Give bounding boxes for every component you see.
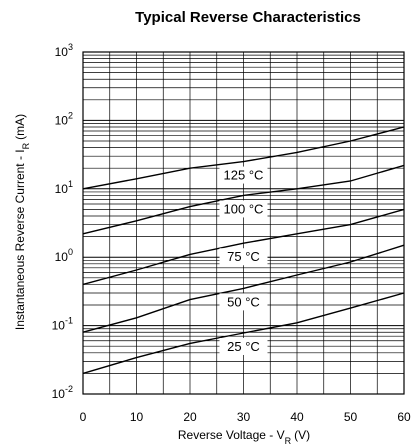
y-tick-exp: 1 bbox=[68, 179, 73, 189]
series-line bbox=[82, 292, 405, 375]
y-axis-label: Instantaneous Reverse Current - IR (mA) bbox=[13, 114, 31, 330]
y-tick-base: 10 bbox=[55, 113, 69, 127]
y-tick-base: 10 bbox=[55, 45, 69, 59]
x-axis-label-sub: R bbox=[285, 436, 292, 444]
x-tick-label: 10 bbox=[130, 410, 144, 424]
y-tick-exp: -2 bbox=[65, 384, 73, 394]
x-tick-label: 50 bbox=[344, 410, 358, 424]
series-line bbox=[82, 164, 405, 235]
curve-label: 125 °C bbox=[219, 166, 268, 184]
y-axis-label-text: Instantaneous Reverse Current - I bbox=[13, 149, 27, 330]
curve-labels: 125 °C 100 °C 75 °C 50 °C 25 °C bbox=[219, 166, 268, 355]
curve-label: 100 °C bbox=[219, 200, 268, 218]
x-tick-label: 0 bbox=[80, 410, 87, 424]
curve-label-bg bbox=[219, 337, 268, 355]
y-tick-exp: -1 bbox=[65, 316, 73, 326]
y-tick-base: 10 bbox=[55, 250, 69, 264]
x-tick-label: 40 bbox=[290, 410, 304, 424]
curve-label-bg bbox=[219, 166, 268, 184]
y-tick-exp: 0 bbox=[68, 247, 73, 257]
x-tick-labels: 0 10 20 30 40 50 60 bbox=[80, 410, 411, 424]
chart-title: Typical Reverse Characteristics bbox=[135, 9, 361, 26]
y-tick-label: 101 bbox=[55, 179, 73, 196]
series-line bbox=[82, 208, 405, 286]
curve-label-text: 50 °C bbox=[227, 294, 260, 309]
curve-label-text: 75 °C bbox=[227, 249, 260, 264]
y-tick-label: 102 bbox=[55, 110, 73, 127]
y-tick-label: 100 bbox=[55, 247, 73, 264]
x-tick-label: 30 bbox=[237, 410, 251, 424]
x-tick-label: 60 bbox=[397, 410, 411, 424]
plot-frame bbox=[82, 51, 405, 395]
y-axis-label-sub: R bbox=[21, 142, 31, 149]
x-axis-label-unit: (V) bbox=[294, 428, 310, 442]
series-line bbox=[82, 244, 405, 333]
curve-label: 25 °C bbox=[219, 337, 268, 355]
y-tick-exp: 3 bbox=[68, 42, 73, 52]
y-tick-label: 103 bbox=[55, 42, 73, 59]
curve-label-text: 25 °C bbox=[227, 339, 260, 354]
x-axis-label: Reverse Voltage - VR (V) bbox=[178, 428, 310, 444]
curve-label-bg bbox=[219, 248, 268, 266]
curve-label: 50 °C bbox=[219, 293, 268, 311]
curve-label-text: 125 °C bbox=[224, 168, 264, 183]
y-tick-base: 10 bbox=[52, 319, 66, 333]
x-tick-label: 20 bbox=[183, 410, 197, 424]
y-tick-label: 10-1 bbox=[52, 316, 73, 333]
grid bbox=[83, 52, 404, 394]
curves bbox=[82, 126, 405, 375]
y-tick-label: 10-2 bbox=[52, 384, 73, 401]
y-tick-exp: 2 bbox=[68, 110, 73, 120]
curve-label-text: 100 °C bbox=[224, 201, 264, 216]
curve-label-bg bbox=[219, 200, 268, 218]
curve-label-bg bbox=[219, 293, 268, 311]
curve-label: 75 °C bbox=[219, 248, 268, 266]
x-axis-label-text: Reverse Voltage - V bbox=[178, 428, 285, 442]
y-tick-base: 10 bbox=[55, 182, 69, 196]
y-axis-label-unit: (mA) bbox=[13, 114, 27, 140]
y-tick-base: 10 bbox=[52, 387, 66, 401]
series-line bbox=[82, 126, 405, 190]
